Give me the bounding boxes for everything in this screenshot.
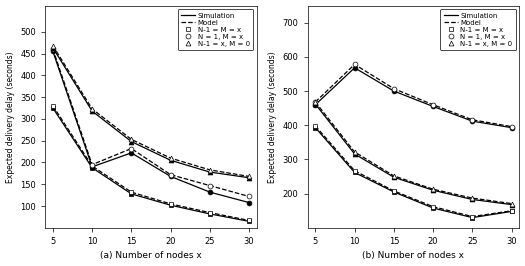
Y-axis label: Expected delivery delay (seconds): Expected delivery delay (seconds) (6, 51, 15, 182)
X-axis label: (a) Number of nodes x: (a) Number of nodes x (100, 251, 202, 260)
Legend: Simulation, Model, N-1 = M = x, N = 1, M = x, N-1 = x, M = 0: Simulation, Model, N-1 = M = x, N = 1, M… (178, 9, 254, 50)
Y-axis label: Expected delivery delay (seconds): Expected delivery delay (seconds) (268, 51, 277, 182)
Legend: Simulation, Model, N-1 = M = x, N = 1, M = x, N-1 = x, M = 0: Simulation, Model, N-1 = M = x, N = 1, M… (440, 9, 516, 50)
X-axis label: (b) Number of nodes x: (b) Number of nodes x (362, 251, 465, 260)
